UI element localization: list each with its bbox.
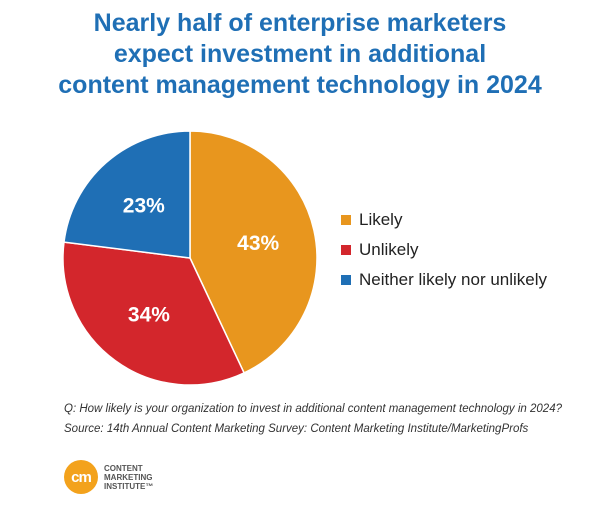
footnote: Q: How likely is your organization to in… [64, 399, 594, 439]
pie-chart: 43% 34% 23% [62, 130, 318, 386]
logo-line-1: CONTENT [104, 463, 143, 473]
logo-line-2: MARKETING [104, 472, 153, 482]
survey-source: Source: 14th Annual Content Marketing Su… [64, 423, 529, 435]
legend-swatch-neither [341, 275, 351, 285]
pie-slice-neither [63, 130, 191, 259]
legend-label-unlikely: Unlikely [359, 240, 419, 259]
legend-label-likely: Likely [359, 210, 403, 229]
legend-item-unlikely: Unlikely [341, 235, 547, 265]
slice-label-neither: 23% [123, 195, 165, 218]
legend-swatch-unlikely [341, 245, 351, 255]
legend-item-neither: Neither likely nor unlikely [341, 265, 547, 295]
pie-slice-unlikely [62, 241, 246, 386]
title-line-1: Nearly half of enterprise marketers [93, 9, 507, 37]
legend-item-likely: Likely [341, 205, 547, 235]
chart-title: Nearly half of enterprise marketers expe… [0, 8, 600, 101]
cmi-logo: cm CONTENT MARKETING INSTITUTE™ [64, 460, 153, 494]
survey-question: Q: How likely is your organization to in… [64, 403, 562, 415]
pie-slice-likely [189, 130, 318, 374]
title-line-2: expect investment in additional [113, 40, 487, 68]
logo-line-3: INSTITUTE™ [104, 481, 154, 491]
slice-label-likely: 43% [237, 232, 279, 255]
legend: Likely Unlikely Neither likely nor unlik… [341, 205, 547, 295]
cm-logo-icon: cm [64, 460, 98, 494]
legend-label-neither: Neither likely nor unlikely [359, 270, 548, 289]
title-line-3: content management technology in 2024 [58, 71, 542, 99]
slice-label-unlikely: 34% [128, 304, 170, 327]
logo-wordmark: CONTENT MARKETING INSTITUTE™ [104, 464, 153, 491]
legend-swatch-likely [341, 215, 351, 225]
